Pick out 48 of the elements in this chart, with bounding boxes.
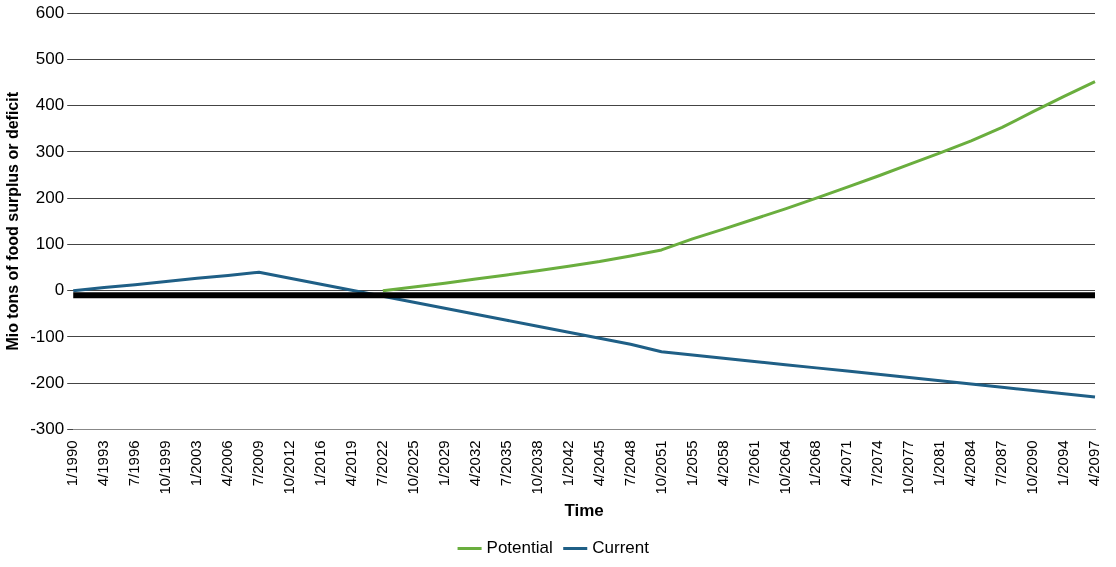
y-tick-label: 400: [35, 95, 65, 115]
x-tick-label: 1/2055: [682, 440, 700, 487]
y-tick-label: 300: [35, 141, 65, 161]
x-tick-label: 4/2045: [589, 440, 607, 487]
x-tick-label: 10/2012: [280, 440, 298, 495]
x-tick-label: 4/2032: [465, 440, 483, 487]
legend-label: Potential: [486, 538, 553, 558]
x-tick-label: 10/2038: [527, 440, 545, 495]
x-tick-label: 7/2022: [372, 440, 390, 487]
x-tick-label: 1/2003: [187, 440, 205, 487]
y-tick-label: 100: [35, 234, 65, 254]
x-tick-label: 4/1993: [94, 440, 112, 487]
x-tick-label: 7/1996: [125, 440, 143, 487]
y-tick-label: 600: [35, 2, 65, 22]
x-tick-label: 1/2016: [311, 440, 329, 487]
x-tick-label: 10/1999: [156, 440, 174, 495]
x-tick-label: 4/2058: [713, 440, 731, 487]
x-tick-label: 7/2035: [496, 440, 514, 487]
x-tick-label: 7/2061: [744, 440, 762, 487]
x-tick-label: 1/1990: [63, 440, 81, 487]
x-tick-label: 10/2025: [403, 440, 421, 495]
x-tick-label: 4/2006: [218, 440, 236, 487]
legend-label: Current: [592, 538, 650, 558]
x-tick-label: 10/2090: [1023, 440, 1041, 495]
y-tick-label: 500: [35, 49, 65, 69]
x-tick-label: 10/2077: [899, 440, 917, 495]
x-tick-label: 1/2029: [434, 440, 452, 487]
x-tick-label: 4/2097: [1085, 440, 1103, 487]
y-tick-label: 0: [54, 280, 65, 300]
x-tick-label: 4/2019: [342, 440, 360, 487]
x-tick-label: 4/2071: [837, 440, 855, 487]
y-axis-title: Mio tons of food surplus or deficit: [4, 91, 22, 351]
x-tick-label: 10/2064: [775, 440, 793, 495]
x-tick-label: 7/2048: [620, 440, 638, 487]
x-tick-label: 4/2084: [961, 440, 979, 487]
x-tick-label: 1/2094: [1054, 440, 1072, 487]
x-tick-label: 1/2081: [930, 440, 948, 487]
x-tick-label: 1/2042: [558, 440, 576, 487]
x-tick-label: 7/2009: [249, 440, 267, 487]
x-axis-title: Time: [564, 501, 604, 521]
y-tick-label: -300: [30, 419, 65, 439]
x-tick-label: 1/2068: [806, 440, 824, 487]
x-tick-label: 7/2074: [868, 440, 886, 487]
x-tick-label: 7/2087: [992, 440, 1010, 487]
y-tick-label: -200: [30, 372, 65, 392]
y-tick-label: 200: [35, 187, 65, 207]
y-tick-label: -100: [30, 326, 65, 346]
x-tick-label: 10/2051: [651, 440, 669, 495]
